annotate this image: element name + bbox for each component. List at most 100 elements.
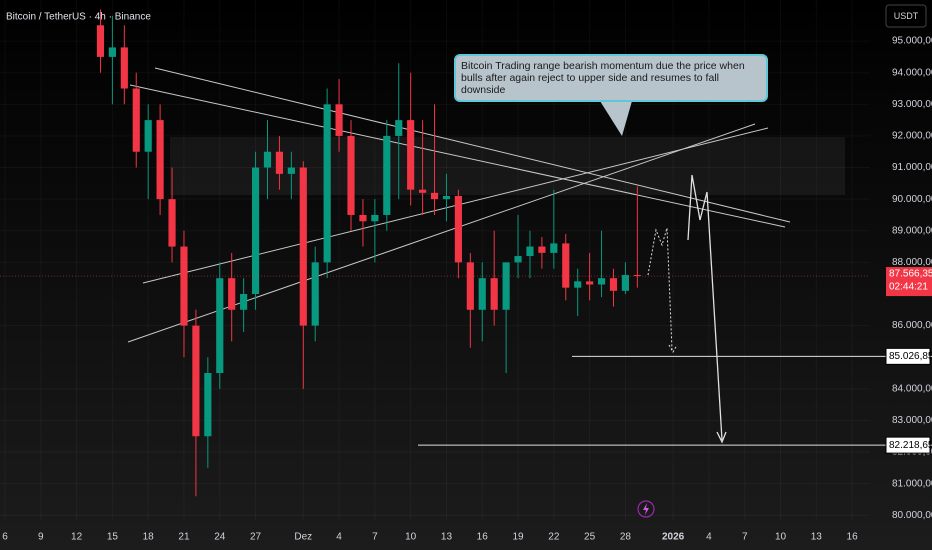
arrow-head — [668, 344, 678, 354]
candle-body — [120, 47, 128, 89]
candle-body — [621, 275, 629, 291]
candle-body — [562, 243, 570, 288]
projection — [647, 174, 727, 444]
x-tick-label: 19 — [512, 532, 524, 543]
trendline — [129, 84, 786, 228]
event-icon — [637, 500, 655, 518]
x-tick-label: 18 — [143, 532, 155, 543]
countdown: 02:44:21 — [889, 282, 928, 293]
x-tick-label: 15 — [107, 532, 119, 543]
y-tick-label: 94.000,00 — [892, 67, 932, 78]
candle-body — [419, 189, 427, 193]
candle-body — [383, 135, 391, 215]
candle-body — [311, 262, 319, 326]
y-tick-label: 92.000,00 — [892, 131, 932, 142]
candle-body — [478, 278, 486, 310]
candle-body — [192, 325, 200, 437]
candles — [96, 9, 641, 497]
candle-body — [347, 135, 355, 215]
x-tick-label: 28 — [620, 532, 632, 543]
last-price-box — [886, 267, 932, 297]
y-tick-label: 84.000,00 — [892, 383, 932, 394]
candle-body — [609, 278, 618, 291]
candle-body — [574, 281, 582, 288]
overlay: 80.000,0081.000,0082.000,0083.000,0084.0… — [0, 36, 932, 543]
candle-body — [407, 120, 415, 190]
x-tick-label: 22 — [548, 532, 560, 543]
currency-box — [885, 4, 927, 28]
y-tick-label: 88.000,00 — [892, 257, 932, 268]
x-tick-label: 16 — [477, 532, 489, 543]
candle-body — [96, 25, 105, 57]
candle-body — [156, 120, 164, 200]
level-box — [885, 436, 931, 454]
arrow-head — [716, 431, 727, 444]
x-tick-label: 7 — [372, 532, 378, 543]
candle-body — [466, 262, 474, 310]
candle-body — [633, 275, 641, 277]
y-tick-label: 81.000,00 — [892, 478, 932, 489]
x-tick-label: 7 — [742, 532, 748, 543]
candle-body — [228, 278, 236, 310]
last-price-label: 87.566,35 — [889, 269, 932, 280]
candle-body — [287, 167, 295, 174]
candle-body — [430, 192, 439, 200]
candle-body — [275, 151, 284, 174]
x-tick-label: 13 — [441, 532, 453, 543]
candle-body — [538, 246, 546, 253]
event-bolt — [643, 503, 649, 515]
x-tick-label: 13 — [811, 532, 823, 543]
x-tick-label: 2026 — [662, 532, 685, 543]
candle-body — [335, 104, 343, 136]
x-tick-label: 21 — [178, 532, 190, 543]
candle-body — [597, 278, 606, 285]
candle-body — [132, 88, 140, 152]
x-tick-label: 4 — [336, 532, 342, 543]
x-tick-label: 9 — [38, 532, 44, 543]
candle-body — [251, 167, 260, 294]
candle-body — [263, 151, 272, 168]
y-tick-label: 91.000,00 — [892, 162, 932, 173]
x-tick-label: Dez — [294, 532, 312, 543]
candle-body — [323, 104, 331, 263]
candle-body — [490, 278, 498, 310]
callout: Bitcoin Trading range bearish momentum d… — [461, 60, 745, 96]
x-tick-label: 4 — [706, 532, 712, 543]
x-tick-label: 25 — [584, 532, 596, 543]
y-tick-label: 93.000,00 — [892, 99, 932, 110]
candle-body — [240, 293, 248, 310]
candle-body — [299, 167, 307, 326]
candle-body — [168, 199, 176, 247]
candle-body — [514, 256, 522, 263]
y-tick-label: 86.000,00 — [892, 320, 932, 331]
y-tick-label: 90.000,00 — [892, 194, 932, 205]
candle-body — [454, 195, 462, 263]
level-box — [885, 347, 931, 365]
x-tick-label: 10 — [775, 532, 787, 543]
currency: USDT — [894, 11, 919, 21]
callout-box — [454, 54, 768, 102]
y-tick-label: 95.000,00 — [892, 36, 932, 47]
candle-body — [586, 281, 594, 285]
y-tick-label: 83.000,00 — [892, 415, 932, 426]
callout-pointer — [600, 101, 632, 136]
y-tick-label: 80.000,00 — [892, 510, 932, 521]
level-label: 82.218,65 — [889, 440, 932, 451]
chart-title: Bitcoin / TetherUS · 4h · Binance — [6, 12, 151, 23]
candle-body — [359, 214, 367, 222]
candle-body — [395, 120, 403, 136]
candle-body — [108, 47, 116, 57]
range-zone — [170, 137, 845, 195]
candle-body — [502, 262, 510, 310]
candle-body — [216, 278, 224, 374]
candle-body — [550, 243, 558, 253]
projection-path — [687, 174, 723, 441]
x-tick-label: 6 — [2, 532, 8, 543]
candle-body — [371, 214, 379, 222]
callout-text: Bitcoin Trading range bearish momentum d… — [461, 60, 745, 96]
candle-body — [442, 195, 451, 200]
candle-body — [144, 120, 152, 152]
candle-body — [180, 246, 188, 326]
candle-body — [204, 373, 212, 437]
